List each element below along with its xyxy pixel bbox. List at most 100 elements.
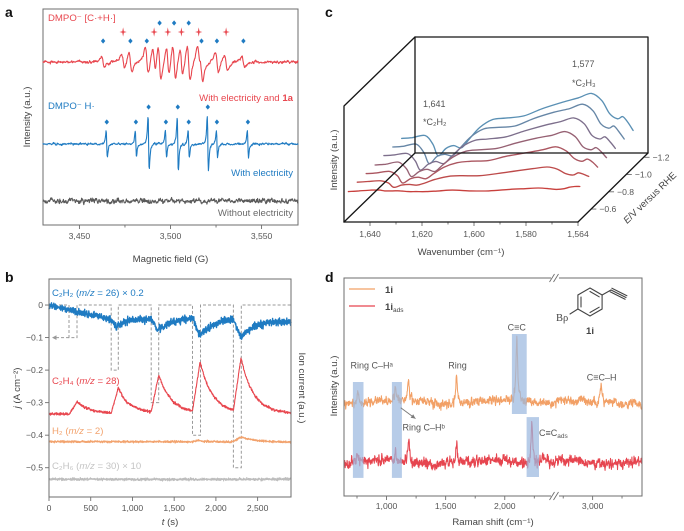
panel-letter: d — [325, 269, 334, 285]
ion-current-trace-c-h — [48, 302, 292, 340]
y-tick-label: 0 — [38, 300, 43, 310]
hydrogen-adduct-diamond-marker — [157, 20, 162, 26]
label-part: = 30) × 10 — [95, 461, 141, 472]
x-tick-label: 2,000 — [205, 503, 227, 513]
x-tick-label: 1,620 — [411, 229, 433, 239]
axis-break-gap — [551, 275, 559, 281]
axis-break-gap — [551, 493, 559, 499]
peak-annotation: C≡C — [508, 322, 527, 332]
hydrogen-adduct-diamond-marker — [104, 119, 109, 125]
condition-label-electricity-and-1a: With electricity and 1a — [199, 93, 294, 104]
peak-annotation-species: *C₂H₃ — [572, 78, 596, 88]
condition-label-text: With electricity and — [199, 93, 282, 104]
bromo-bond-line — [569, 308, 579, 315]
label-part: = 2) — [84, 426, 103, 437]
label-part: m/z — [79, 461, 95, 472]
peak-annotation-text: C≡C — [539, 428, 558, 438]
panel-letter: a — [5, 4, 13, 20]
series-label-h2: H₂ (m/z = 2) — [52, 426, 103, 437]
hydrogen-adduct-diamond-marker — [199, 38, 204, 44]
side-wall-frame — [343, 36, 416, 223]
floor-left-edge — [343, 152, 416, 223]
hydrogen-adduct-diamond-marker — [128, 38, 133, 44]
hydrogen-adduct-diamond-marker — [214, 38, 220, 44]
y-tick-label: −0.3 — [26, 398, 43, 408]
ir-spectrum-curve — [374, 130, 608, 178]
z-tick-label: −1.2 — [653, 152, 670, 162]
hydrogen-adduct-diamond-marker — [175, 104, 180, 110]
legend: 1i 1iads — [349, 285, 404, 314]
hydrogen-adduct-diamond-marker — [214, 119, 220, 125]
axis-break-mark — [549, 273, 555, 283]
ir-spectrum-curve — [383, 117, 616, 171]
secondary-y-axis-label: Ion current (a.u.) — [296, 353, 307, 424]
legend-label-1i: 1i — [385, 285, 393, 296]
with-electricity-spectrum — [42, 116, 299, 172]
double-bond-line — [589, 306, 600, 314]
triple-bond-line — [611, 287, 628, 297]
axis-break-bottom — [549, 491, 559, 501]
highlight-band — [391, 382, 402, 478]
y-tick-label: −0.4 — [26, 430, 43, 440]
highlight-band — [526, 417, 539, 477]
y-axis-label: j (A cm⁻²) — [12, 368, 23, 411]
peak-annotation: Ring C–Hᵇ — [403, 423, 446, 433]
substituent-label: Bρ — [556, 313, 568, 324]
molecule-structure-1i: Bρ 1i — [556, 287, 628, 337]
x-tick-label: 1,564 — [567, 229, 589, 239]
x-axis-label: t (s) — [162, 517, 179, 528]
y-axis-label: Intensity (a.u.) — [22, 87, 33, 148]
x-axis-label: Magnetic field (G) — [133, 254, 209, 265]
potential-axis-line — [577, 152, 649, 223]
x-tick-label: 0 — [47, 503, 52, 513]
without-electricity-spectrum — [42, 196, 299, 206]
panel-letter: c — [325, 4, 333, 20]
y-axis-variable: j — [12, 405, 23, 410]
hydrogen-adduct-diamond-marker — [186, 20, 191, 26]
label-part: = 26) × 0.2 — [95, 288, 144, 299]
x-tick-label: 500 — [84, 503, 99, 513]
x-tick-label: 1,500 — [435, 501, 457, 511]
adduct-label-dmpo-c-h: DMPO⁻ [C·+H·] — [48, 13, 116, 24]
y-axis-unit: (A cm⁻²) — [12, 368, 23, 407]
plot-frame — [48, 278, 292, 498]
hydrogen-adduct-diamond-marker — [163, 119, 169, 125]
arrow-head-icon — [410, 414, 416, 419]
highlight-band — [352, 382, 364, 478]
ir-spectrum-curve — [347, 185, 581, 193]
y-tick-label: −0.2 — [26, 365, 43, 375]
hydrogen-adduct-diamond-marker — [245, 119, 251, 125]
ion-current-trace-h — [48, 435, 292, 444]
hydrogen-adduct-diamond-marker — [241, 38, 246, 44]
x-tick-label: 1,600 — [463, 229, 485, 239]
x-axis-unit: (s) — [164, 517, 178, 528]
panel-a: a 3,450 3,500 3,550 Magnetic field (G) Int… — [5, 4, 299, 265]
x-tick-label: 3,500 — [160, 231, 182, 241]
x-tick-label: 3,000 — [582, 501, 604, 511]
legend-label-main: 1i — [385, 302, 393, 313]
condition-label-without-electricity: Without electricity — [218, 208, 293, 219]
axis-break-mark — [549, 491, 555, 501]
ion-current-trace-c-h — [48, 476, 292, 482]
panel-b: b 0 −0.1 −0.2 −0.3 −0.4 −0.5 0 500 1,000 1,500 2,0… — [5, 269, 307, 528]
hydrogen-adduct-diamond-marker — [144, 38, 149, 44]
compound-label-1a: 1a — [282, 93, 293, 104]
hydrogen-adduct-diamond-marker — [186, 119, 191, 125]
double-bond-line — [589, 290, 600, 298]
triple-bond-line — [609, 291, 626, 300]
peak-annotation-text: C≡C — [508, 322, 527, 332]
x-axis-label: Wavenumber (cm⁻¹) — [418, 247, 505, 258]
x-tick-label: 1,000 — [376, 501, 398, 511]
x-tick-label: 3,450 — [69, 231, 91, 241]
peak-annotation-wavenumber: 1,577 — [572, 59, 595, 69]
label-part: C₂H₂ ( — [52, 288, 80, 299]
back-wall-frame — [414, 36, 649, 154]
label-part: H₂ ( — [52, 426, 69, 437]
carbon-radical-cross-marker — [177, 27, 185, 37]
carbon-radical-cross-marker — [222, 27, 230, 37]
legend-label-1i-ads: 1iads — [385, 302, 404, 314]
series-label-c2h2: C₂H₂ (m/z = 26) × 0.2 — [52, 288, 144, 299]
hydrogen-adduct-diamond-marker — [133, 119, 139, 125]
label-part: m/z — [79, 376, 95, 387]
peak-annotation: Ring C–Hᵃ — [351, 361, 394, 371]
